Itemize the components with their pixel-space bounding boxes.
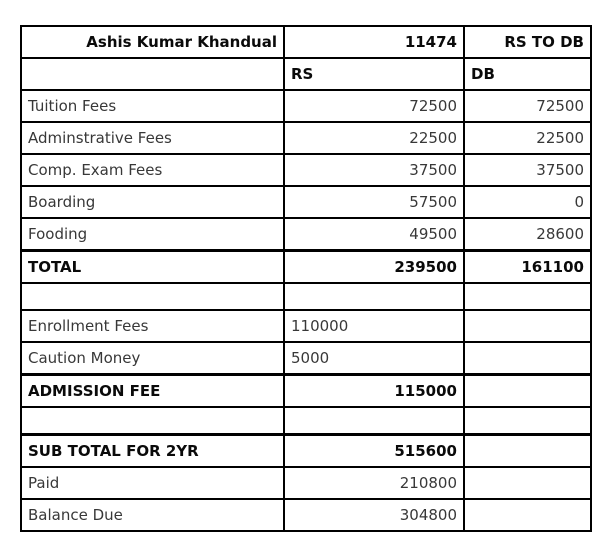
row-admission-fee: ADMISSION FEE 115000	[20, 373, 592, 408]
row-label-cell: TOTAL	[20, 249, 285, 284]
db-value-cell	[463, 373, 592, 408]
db-value-cell: 161100	[463, 249, 592, 284]
row-label-cell: ADMISSION FEE	[20, 373, 285, 408]
row-label-cell: SUB TOTAL FOR 2YR	[20, 433, 285, 468]
rs-column-header: RS	[283, 57, 465, 91]
rs-value-cell: 72500	[283, 89, 465, 123]
rs-value-cell: 49500	[283, 217, 465, 252]
student-name-cell: Ashis Kumar Khandual	[20, 25, 285, 59]
rs-value-cell: 239500	[283, 249, 465, 284]
rs-to-db-cell: RS TO DB	[463, 25, 592, 59]
blank-cell	[20, 406, 285, 436]
blank-cell	[283, 406, 465, 436]
row-boarding: Boarding 57500 0	[20, 185, 592, 219]
db-value-cell: 28600	[463, 217, 592, 252]
row-balance-due: Balance Due 304800	[20, 498, 592, 532]
row-fooding: Fooding 49500 28600	[20, 217, 592, 252]
blank-cell	[20, 57, 285, 91]
spacer-row	[20, 406, 592, 436]
row-sub-total-2yr: SUB TOTAL FOR 2YR 515600	[20, 433, 592, 468]
row-label-cell: Caution Money	[20, 341, 285, 376]
fees-table: Ashis Kumar Khandual 11474 RS TO DB RS D…	[20, 25, 592, 532]
row-label-cell: Comp. Exam Fees	[20, 153, 285, 187]
db-column-header: DB	[463, 57, 592, 91]
db-value-cell: 72500	[463, 89, 592, 123]
row-tuition-fees: Tuition Fees 72500 72500	[20, 89, 592, 123]
blank-cell	[463, 282, 592, 311]
column-header-row: RS DB	[20, 57, 592, 91]
row-label-cell: Paid	[20, 466, 285, 500]
row-label-cell: Boarding	[20, 185, 285, 219]
rs-value-cell: 115000	[283, 373, 465, 408]
spacer-row	[20, 282, 592, 311]
db-value-cell: 37500	[463, 153, 592, 187]
db-value-cell	[463, 341, 592, 376]
row-paid: Paid 210800	[20, 466, 592, 500]
blank-cell	[20, 282, 285, 311]
row-comp-exam-fees: Comp. Exam Fees 37500 37500	[20, 153, 592, 187]
rs-value-cell: 515600	[283, 433, 465, 468]
row-caution-money: Caution Money 5000	[20, 341, 592, 376]
db-value-cell	[463, 309, 592, 343]
rs-value-cell: 210800	[283, 466, 465, 500]
rs-value-cell: 304800	[283, 498, 465, 532]
row-label-cell: Balance Due	[20, 498, 285, 532]
db-value-cell: 0	[463, 185, 592, 219]
db-value-cell	[463, 433, 592, 468]
rs-value-cell: 110000	[283, 309, 465, 343]
db-value-cell	[463, 466, 592, 500]
db-value-cell: 22500	[463, 121, 592, 155]
row-label-cell: Enrollment Fees	[20, 309, 285, 343]
rs-value-cell: 37500	[283, 153, 465, 187]
row-label-cell: Fooding	[20, 217, 285, 252]
student-id-cell: 11474	[283, 25, 465, 59]
row-label-cell: Adminstrative Fees	[20, 121, 285, 155]
db-value-cell	[463, 498, 592, 532]
blank-cell	[463, 406, 592, 436]
rs-value-cell: 22500	[283, 121, 465, 155]
header-row: Ashis Kumar Khandual 11474 RS TO DB	[20, 25, 592, 59]
row-total: TOTAL 239500 161100	[20, 249, 592, 284]
row-enrollment-fees: Enrollment Fees 110000	[20, 309, 592, 343]
rs-value-cell: 57500	[283, 185, 465, 219]
row-label-cell: Tuition Fees	[20, 89, 285, 123]
row-adminstrative-fees: Adminstrative Fees 22500 22500	[20, 121, 592, 155]
blank-cell	[283, 282, 465, 311]
rs-value-cell: 5000	[283, 341, 465, 376]
